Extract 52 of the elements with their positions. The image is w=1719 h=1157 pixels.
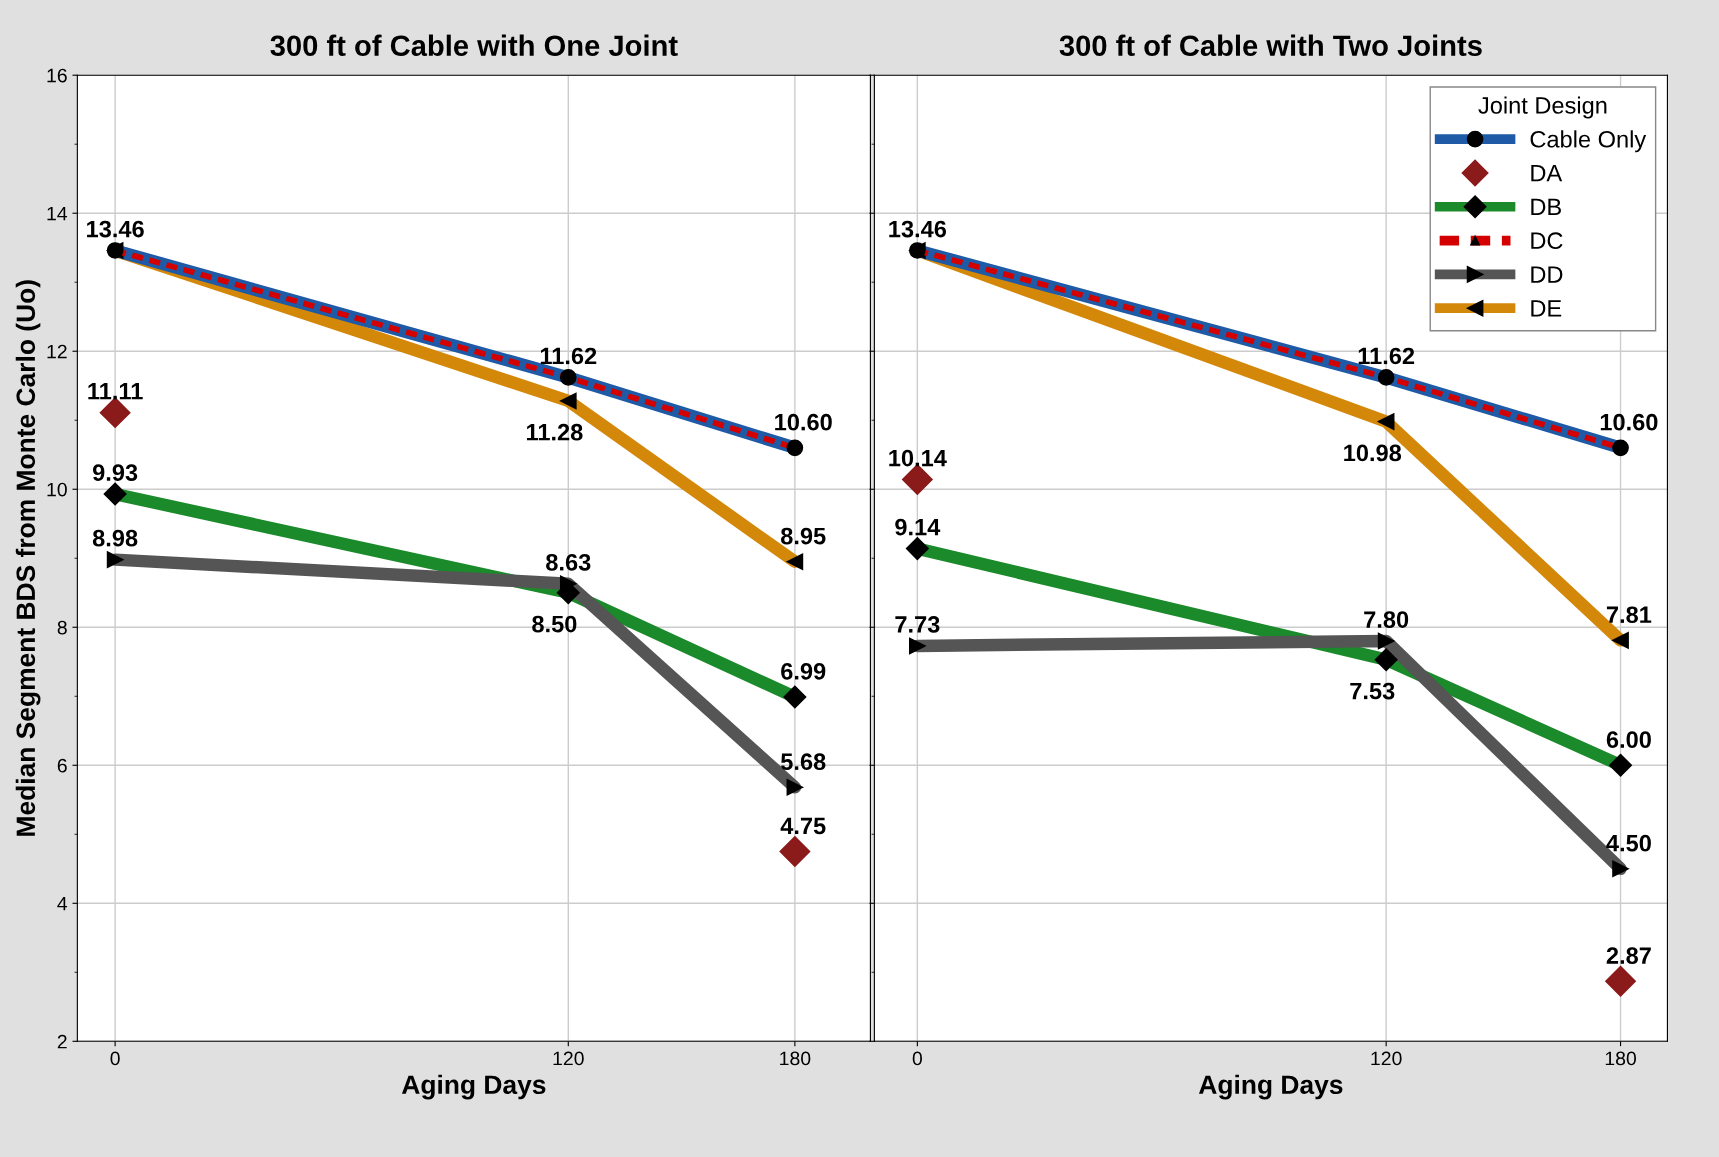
x-axis-title: Aging Days — [401, 1074, 546, 1100]
data-label: 10.60 — [1600, 413, 1658, 431]
data-label: 8.95 — [780, 527, 826, 545]
data-label: 11.62 — [540, 347, 597, 365]
y-tick-label: 14 — [47, 206, 68, 221]
legend-label: DC — [1531, 232, 1563, 250]
data-label: 9.14 — [895, 518, 941, 536]
data-label: 10.14 — [889, 449, 947, 467]
chart-title: 300 ft of Cable with One Joint — [270, 34, 678, 57]
data-label: 8.98 — [92, 529, 138, 547]
y-axis-title: Median Segment BDS from Monte Carlo (Uo) — [15, 280, 41, 836]
data-label: 2.87 — [1606, 947, 1651, 964]
data-label: 13.46 — [889, 220, 947, 238]
legend-label: Cable Only — [1530, 130, 1647, 153]
data-label: 4.50 — [1606, 834, 1651, 852]
data-label: 7.53 — [1350, 682, 1395, 700]
data-label: 4.75 — [780, 817, 826, 835]
y-tick-label: 6 — [57, 758, 67, 773]
y-tick-label: 4 — [57, 896, 68, 911]
legend-label: DD — [1531, 266, 1563, 283]
x-axis-title: Aging Days — [1198, 1074, 1343, 1100]
x-tick-label: 180 — [780, 1051, 811, 1066]
x-tick-label: 0 — [110, 1051, 120, 1066]
legend-label: DB — [1531, 198, 1561, 216]
y-tick-label: 8 — [57, 620, 67, 635]
legend-label: DE — [1531, 300, 1562, 317]
data-label: 6.99 — [781, 662, 826, 680]
data-label: 13.46 — [87, 220, 144, 238]
data-label: 7.73 — [895, 616, 940, 633]
data-label: 8.50 — [532, 615, 577, 633]
data-label: 11.62 — [1358, 347, 1415, 365]
data-label: 10.98 — [1344, 444, 1402, 462]
y-tick-label: 10 — [47, 482, 67, 497]
chart-title: 300 ft of Cable with Two Joints — [1059, 34, 1482, 57]
data-label: 11.28 — [527, 423, 583, 441]
x-tick-label: 120 — [553, 1051, 584, 1066]
x-tick-label: 120 — [1371, 1051, 1402, 1066]
x-tick-label: 0 — [912, 1051, 922, 1066]
data-label: 7.81 — [1606, 606, 1652, 624]
data-label: 5.68 — [780, 753, 826, 771]
y-tick-label: 16 — [47, 68, 67, 83]
legend-label: DA — [1531, 164, 1563, 182]
data-label: 10.60 — [775, 413, 832, 431]
data-label: 6.00 — [1606, 731, 1651, 748]
y-tick-label: 12 — [47, 344, 67, 359]
data-label: 11.11 — [88, 383, 143, 400]
data-label: 7.80 — [1364, 611, 1409, 628]
y-tick-label: 2 — [57, 1034, 67, 1049]
x-tick-label: 180 — [1605, 1051, 1637, 1066]
legend-title: Joint Design — [1478, 96, 1607, 119]
data-label: 8.63 — [546, 553, 591, 571]
data-label: 9.93 — [92, 464, 138, 481]
